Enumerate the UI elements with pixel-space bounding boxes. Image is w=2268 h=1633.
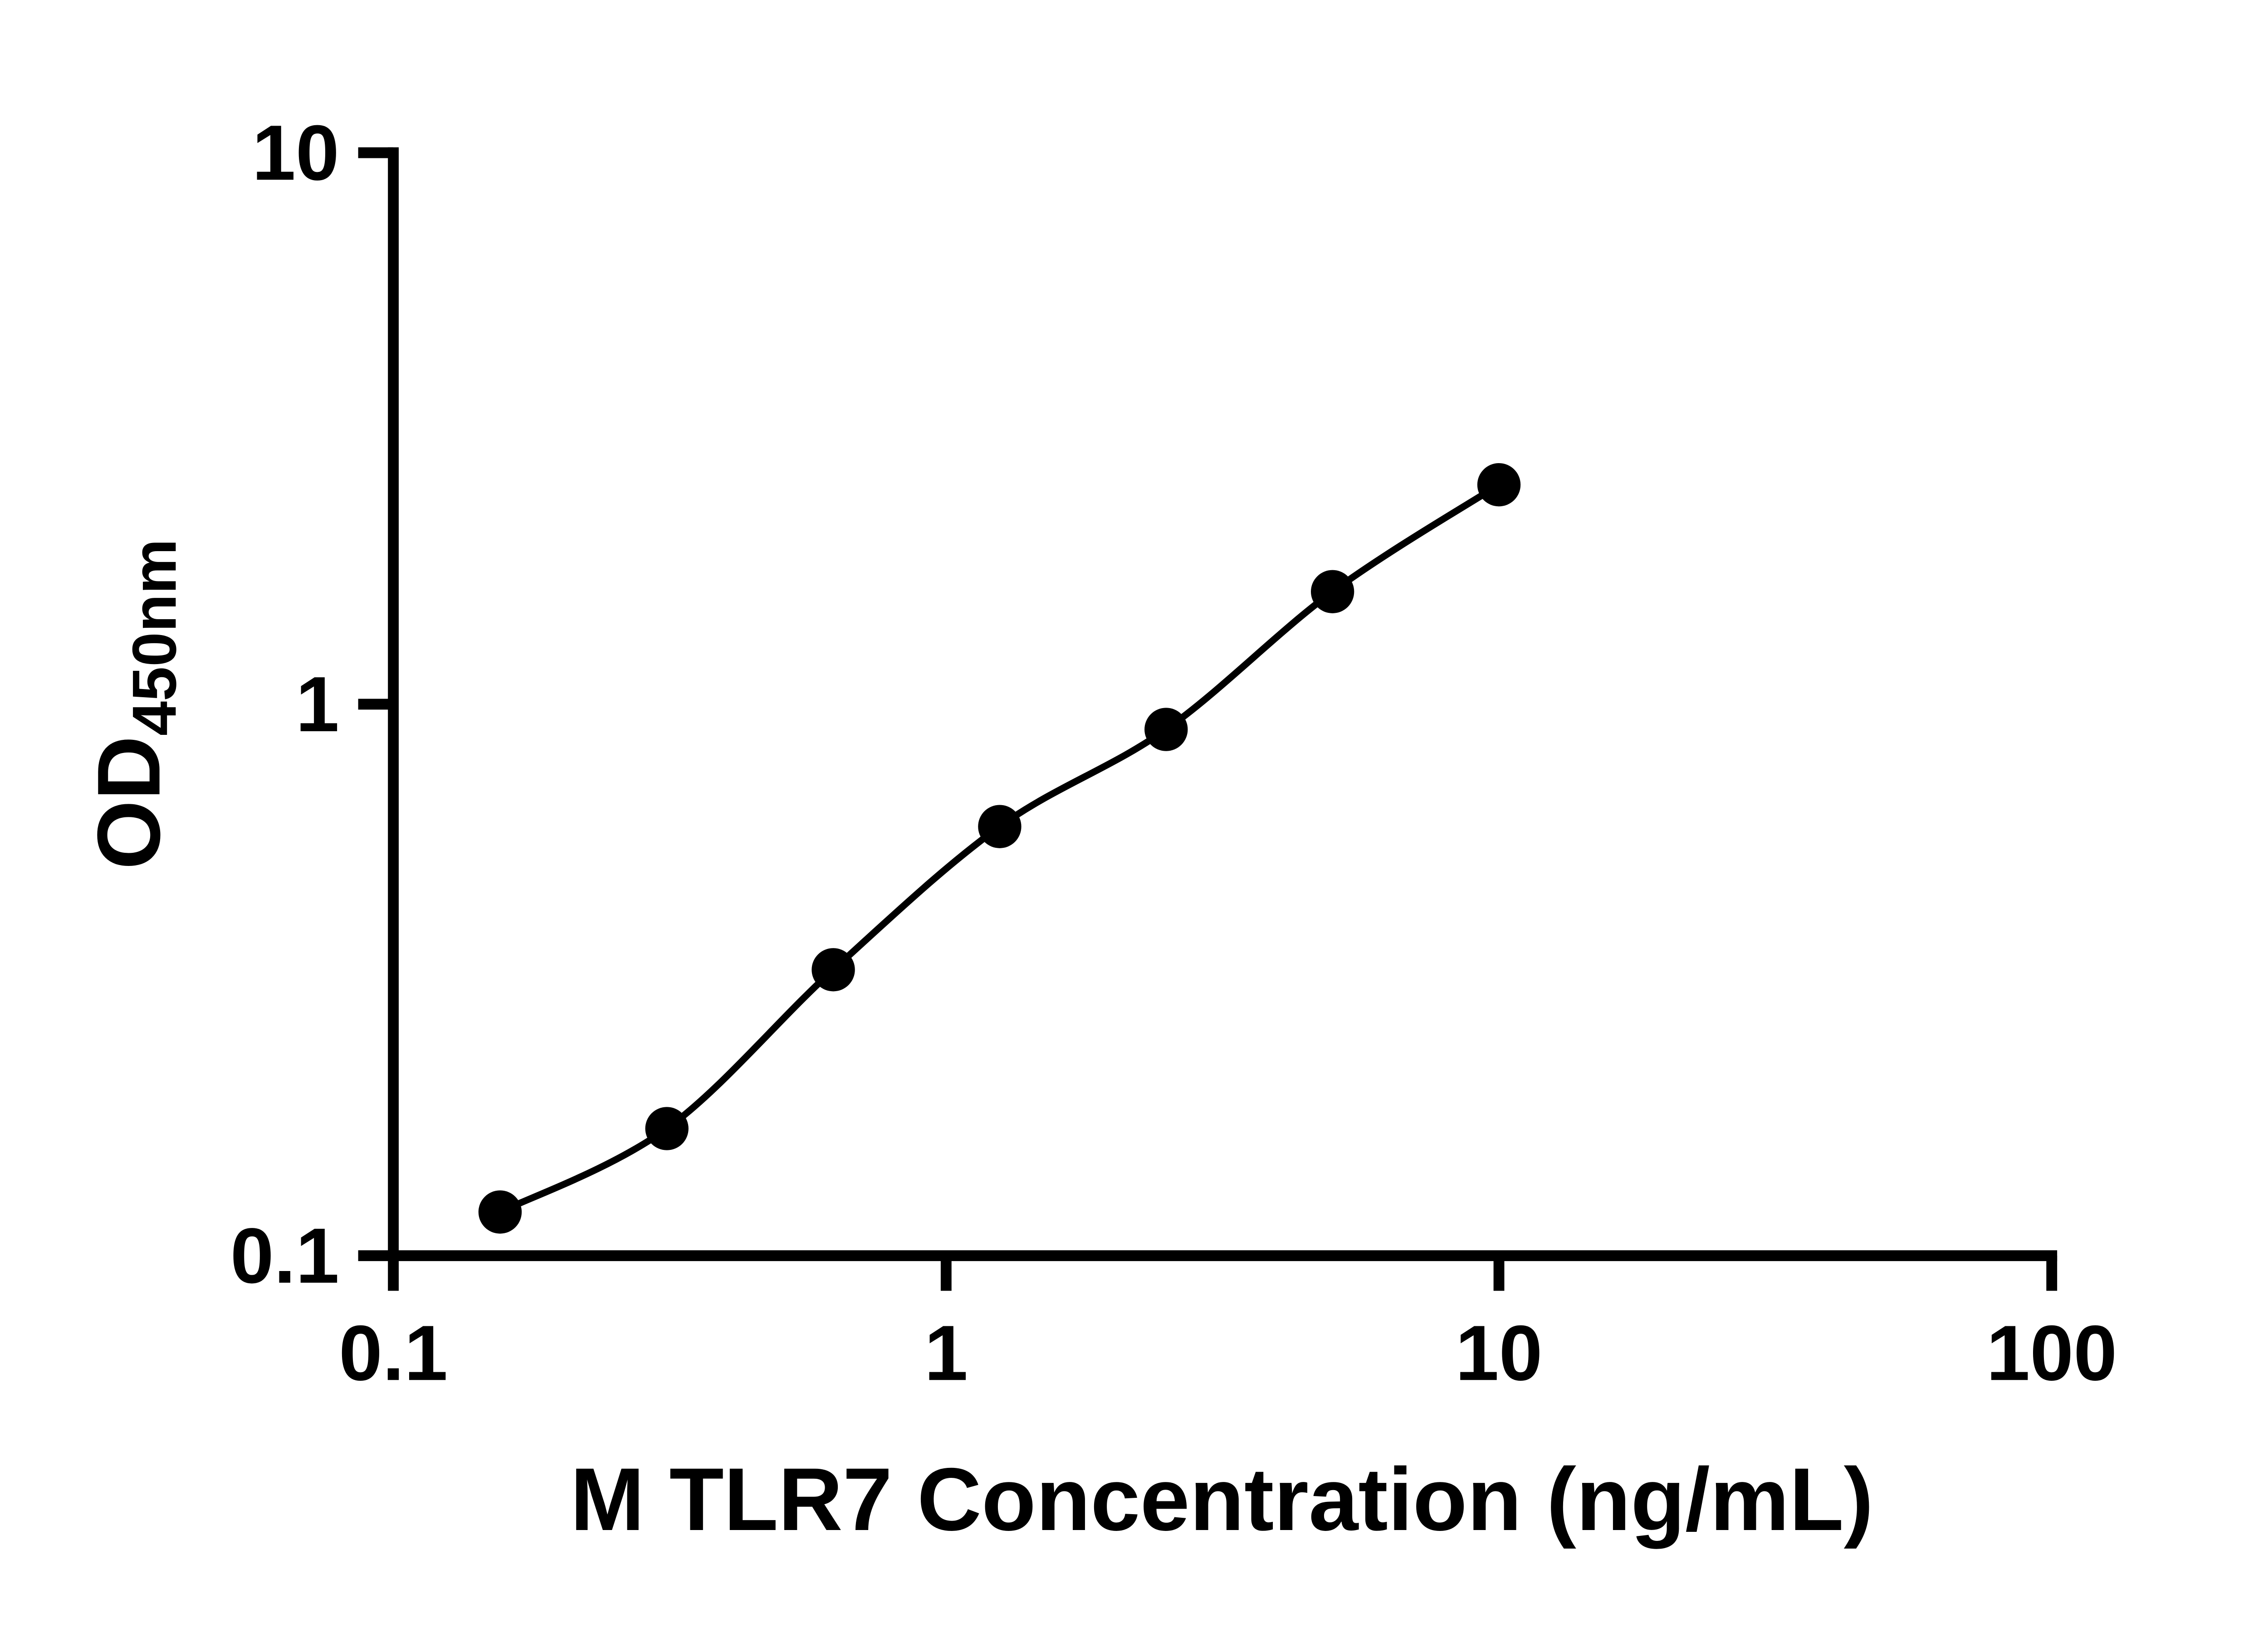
x-axis-title: M TLR7 Concentration (ng/mL) (570, 1449, 1873, 1549)
x-tick-label: 1 (924, 1309, 968, 1397)
x-axis-ticks (388, 1256, 2058, 1291)
x-tick-label: 0.1 (339, 1309, 448, 1397)
data-point (1310, 570, 1354, 613)
data-point (645, 1107, 689, 1150)
data-point (811, 948, 855, 992)
y-tick-label: 0.1 (230, 1212, 339, 1300)
y-tick-label: 1 (296, 660, 339, 748)
y-tick-label: 10 (252, 109, 339, 196)
x-axis-tick-labels: 0.1 1 10 100 (339, 1309, 2117, 1397)
data-point (1144, 708, 1188, 751)
y-axis-title: OD450nm (79, 539, 190, 870)
y-axis-ticks (358, 147, 394, 1261)
data-point (978, 805, 1022, 848)
y-axis-title-main: OD (79, 736, 179, 870)
y-axis-tick-labels: 0.1 1 10 (230, 109, 339, 1299)
data-points (478, 463, 1521, 1234)
data-point (478, 1190, 522, 1234)
x-tick-label: 10 (1455, 1309, 1542, 1397)
data-point (1477, 463, 1521, 507)
x-tick-label: 100 (1986, 1309, 2117, 1397)
y-axis-title-sub: 450nm (120, 539, 189, 736)
